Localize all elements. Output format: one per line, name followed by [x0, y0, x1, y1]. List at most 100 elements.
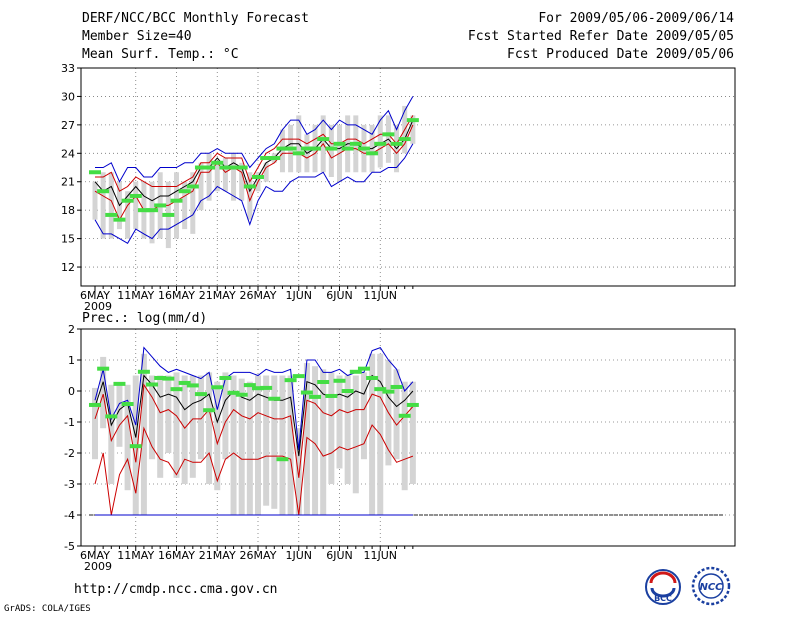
observed-marker — [382, 389, 395, 394]
observed-marker — [170, 198, 183, 203]
observed-marker — [317, 137, 330, 142]
ensemble-range-bar — [198, 162, 204, 211]
x-tick-label: 1JUN — [285, 549, 312, 562]
observed-marker — [186, 184, 199, 189]
y-tick-label: -1 — [64, 416, 75, 429]
observed-marker — [252, 175, 264, 179]
ensemble-range-bar — [255, 375, 261, 515]
member-size: Member Size=40 — [82, 29, 192, 44]
x-tick-label: 6MAY — [80, 289, 110, 302]
observed-marker — [309, 146, 322, 151]
x-tick-label: 11MAY — [117, 289, 154, 302]
observed-marker — [243, 383, 256, 388]
y-tick-label: 27 — [61, 119, 75, 132]
observed-marker — [89, 402, 101, 407]
ensemble-range-bar — [344, 375, 351, 484]
ensemble-range-bar — [410, 115, 416, 144]
observed-marker — [284, 378, 297, 383]
source-url[interactable]: http://cmdp.ncc.cma.gov.cn — [74, 582, 278, 597]
ensemble-range-bar — [247, 172, 253, 220]
x-tick-label: 11JUN — [363, 549, 397, 562]
ensemble-range-bar — [246, 381, 253, 515]
ensemble-range-bar — [116, 384, 123, 447]
ensemble-range-bar — [231, 153, 237, 201]
ensemble-range-bar — [401, 381, 408, 491]
ensemble-range-bar — [173, 372, 180, 478]
ensemble-range-bar — [263, 162, 269, 182]
observed-marker — [390, 141, 403, 146]
observed-marker — [341, 146, 354, 151]
ensemble-range-bar — [140, 353, 147, 515]
ensemble-range-bar — [149, 181, 155, 244]
observed-marker — [121, 402, 134, 407]
observed-marker — [349, 369, 362, 374]
observed-marker — [186, 383, 199, 388]
observed-marker — [406, 402, 419, 407]
y-tick-label: 24 — [61, 147, 75, 160]
ensemble-range-bar — [92, 181, 98, 220]
ensemble-range-bar — [295, 428, 302, 515]
ensemble-range-bar — [287, 375, 294, 515]
ensemble-range-bar — [108, 384, 115, 484]
observed-marker — [390, 384, 403, 389]
observed-marker — [178, 189, 191, 194]
forecast-start-date: Fcst Started Refer Date 2009/05/05 — [467, 29, 734, 44]
chart-title: DERF/NCC/BCC Monthly Forecast — [82, 11, 309, 26]
observed-marker — [129, 444, 142, 449]
ensemble-range-bar — [190, 172, 196, 234]
observed-marker — [146, 208, 159, 213]
x-year-label: 2009 — [84, 560, 112, 573]
ensemble-range-bar — [336, 375, 343, 469]
observed-marker — [325, 146, 338, 151]
ensemble-range-bar — [271, 375, 278, 509]
observed-marker — [276, 146, 289, 151]
ensemble-range-bar — [222, 158, 228, 192]
observed-marker — [300, 390, 313, 395]
observed-marker — [366, 151, 379, 156]
observed-marker — [382, 132, 395, 137]
x-tick-label: 1JUN — [285, 289, 312, 302]
x-year-label: 2009 — [84, 300, 112, 313]
observed-marker — [178, 380, 191, 385]
ensemble-range-bar — [182, 181, 188, 230]
ensemble-range-bar — [360, 372, 367, 460]
y-tick-label: 30 — [61, 90, 75, 103]
x-tick-label: 6JUN — [326, 289, 353, 302]
observed-marker — [349, 141, 362, 146]
series-line-upper-red — [95, 115, 414, 192]
observed-marker — [333, 141, 346, 146]
bcc-logo: BCC — [645, 569, 681, 605]
observed-marker — [146, 382, 159, 387]
observed-marker — [398, 413, 411, 418]
ensemble-range-bar — [279, 375, 286, 515]
x-tick-label: 6MAY — [80, 549, 110, 562]
observed-marker — [374, 387, 387, 392]
observed-marker — [374, 141, 387, 146]
ensemble-range-bar — [230, 375, 237, 515]
ensemble-range-bar — [393, 369, 400, 460]
ncc-logo: NCC — [691, 566, 731, 606]
observed-marker — [235, 165, 248, 170]
x-tick-label: 21MAY — [199, 289, 236, 302]
observed-marker — [276, 457, 289, 462]
observed-marker — [357, 366, 370, 371]
ensemble-range-bar — [214, 162, 220, 192]
observed-marker — [317, 380, 330, 385]
observed-marker — [203, 408, 216, 413]
ensemble-range-bar — [133, 181, 139, 230]
y-tick-label: -5 — [64, 540, 75, 553]
observed-marker — [137, 369, 150, 374]
observed-marker — [162, 212, 175, 217]
x-tick-label: 6JUN — [326, 549, 353, 562]
series-line-upper-blue — [95, 96, 414, 183]
observed-marker — [113, 381, 126, 386]
ensemble-range-bar — [174, 172, 179, 239]
ensemble-range-bar — [189, 375, 196, 478]
ensemble-range-bar — [328, 372, 335, 484]
series-line-lower-red — [94, 424, 414, 516]
ensemble-range-bar — [100, 172, 106, 239]
bottom-variable-label: Prec.: log(mm/d) — [82, 311, 208, 326]
y-tick-label: -2 — [64, 447, 75, 460]
observed-marker — [300, 146, 313, 151]
